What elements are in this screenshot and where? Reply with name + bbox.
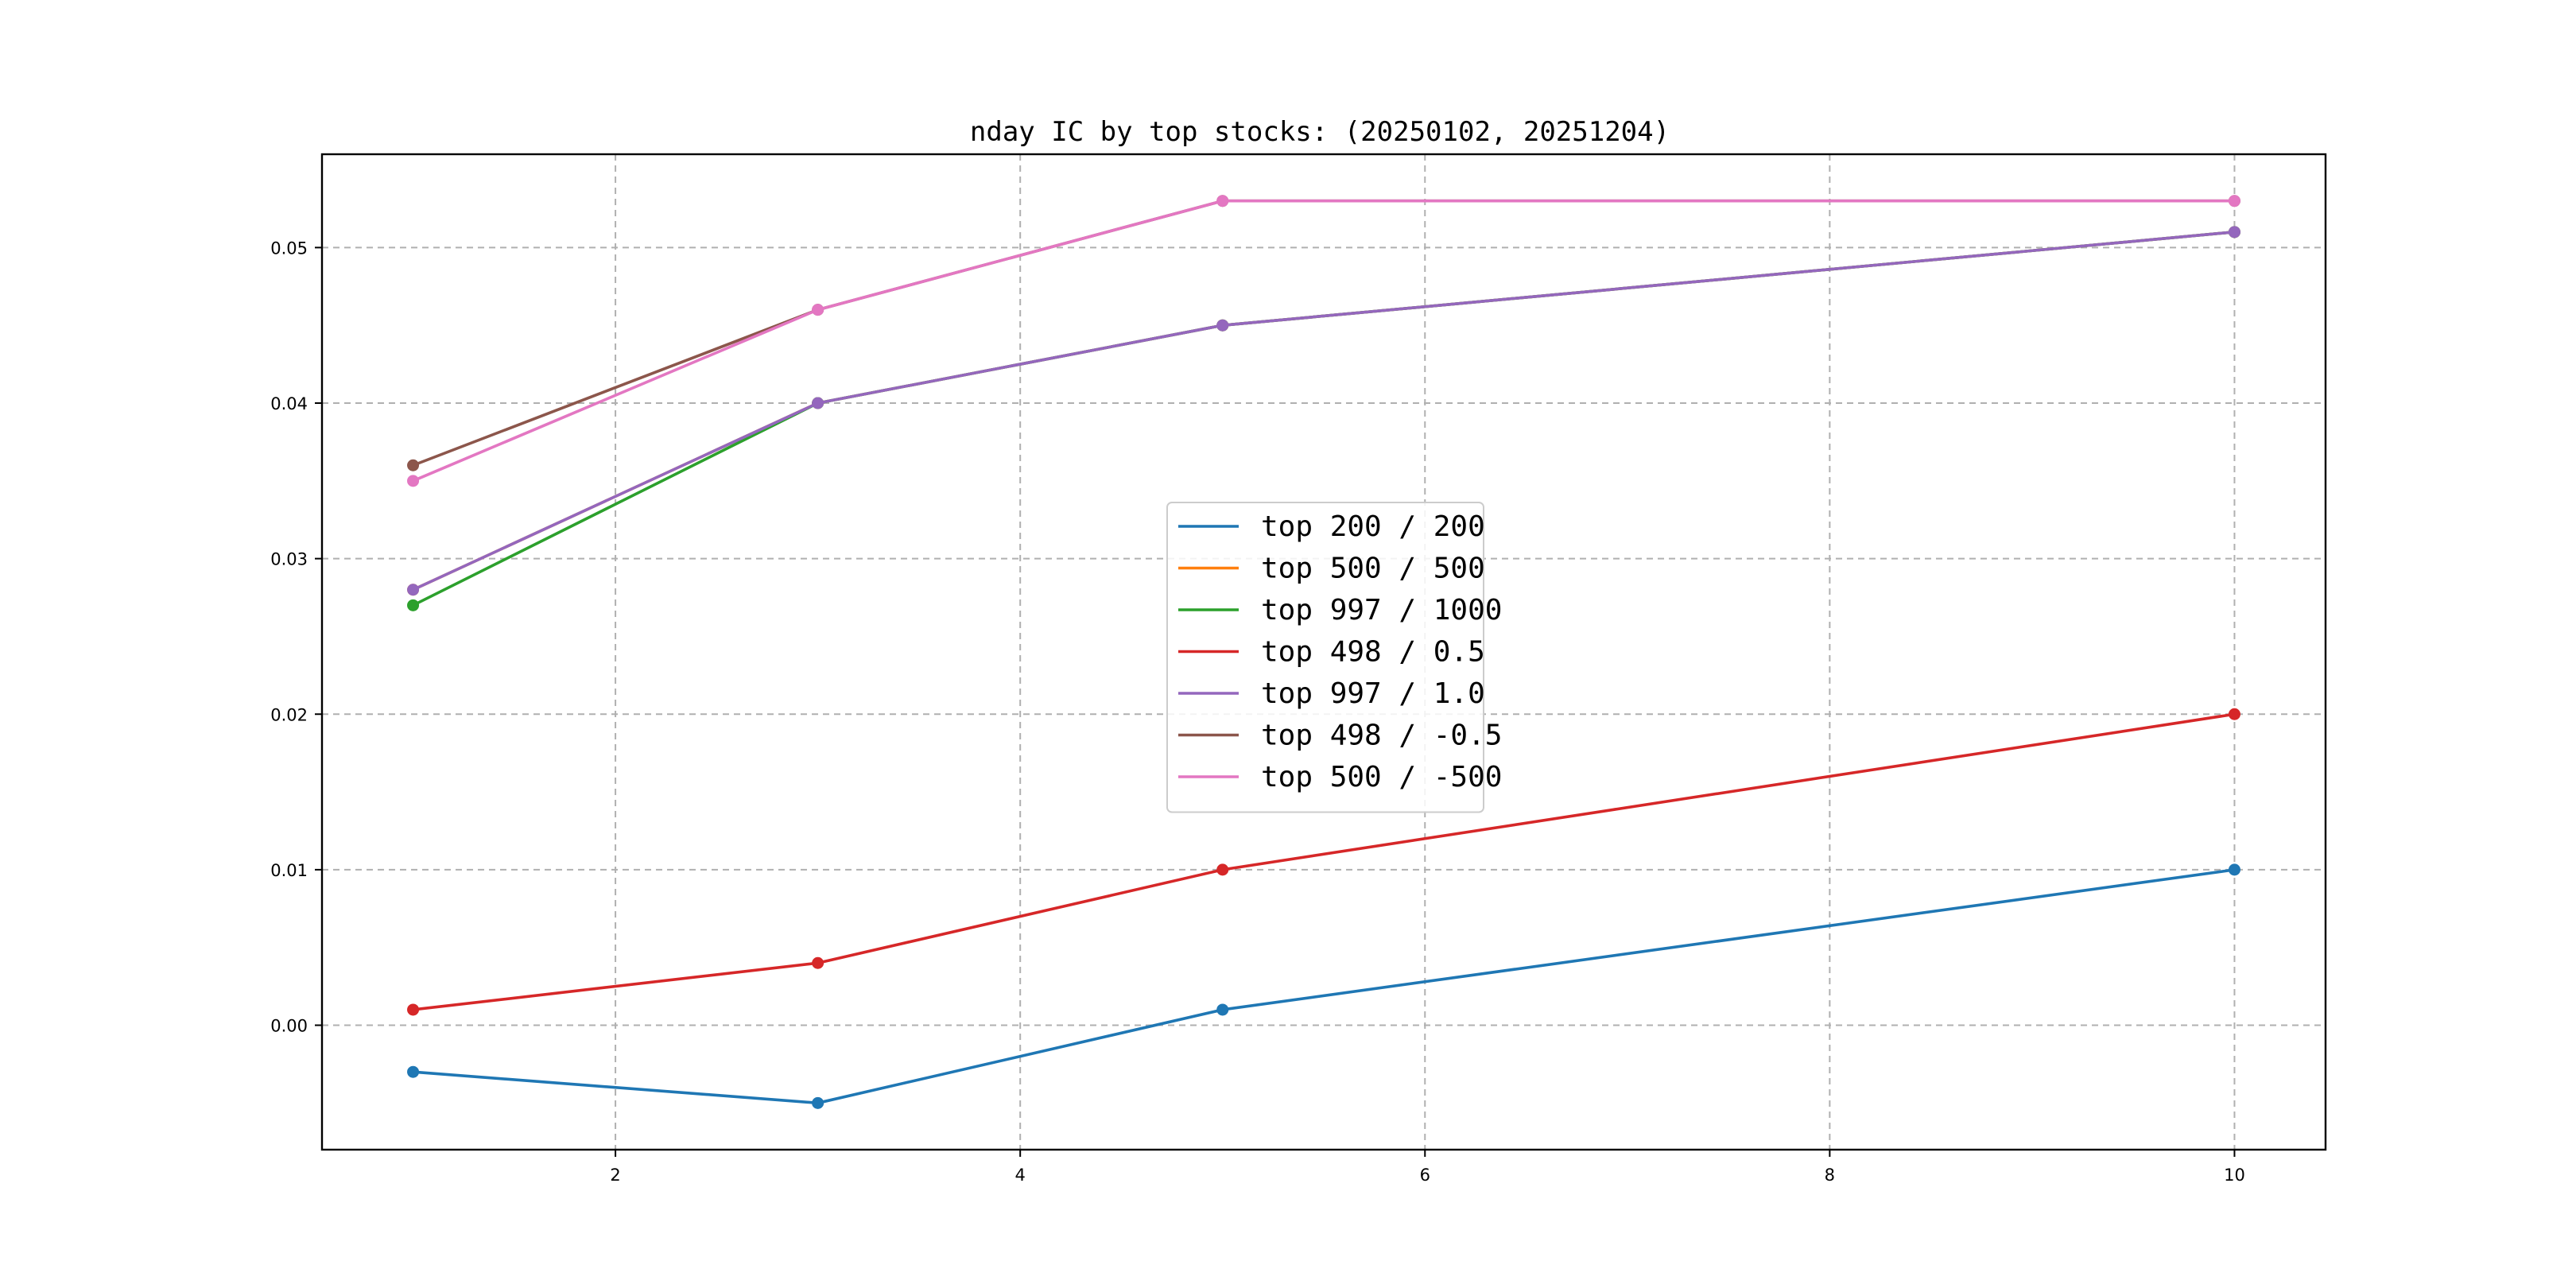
y-tick-label: 0.00 [270, 1017, 308, 1036]
data-point [407, 1065, 420, 1078]
legend-label: top 200 / 200 [1261, 510, 1485, 543]
legend-label: top 498 / -0.5 [1261, 720, 1502, 752]
legend-item: top 498 / -0.5 [1178, 720, 1502, 752]
data-point [812, 956, 824, 969]
data-point [407, 599, 420, 611]
x-tick-label: 10 [2224, 1166, 2245, 1185]
chart-title: nday IC by top stocks: (20250102, 202512… [970, 116, 1670, 148]
plot-area-frame [320, 153, 2327, 1151]
legend-label: top 997 / 1000 [1261, 594, 1502, 627]
data-point [2228, 708, 2240, 720]
data-point [1216, 319, 1229, 332]
legend-item: top 997 / 1.0 [1178, 677, 1485, 710]
series-5 [407, 226, 2240, 596]
grid [322, 154, 2326, 1150]
data-point [1216, 1003, 1229, 1016]
data-point [812, 1096, 824, 1109]
series-line [412, 231, 2235, 592]
legend-box [1166, 502, 1484, 813]
y-tick-label: 0.04 [270, 394, 308, 413]
y-tick-label: 0.02 [270, 705, 308, 724]
legend-item: top 498 / 0.5 [1178, 636, 1485, 669]
data-point [1216, 863, 1229, 876]
y-tick-label: 0.03 [270, 550, 308, 569]
x-tick-label: 6 [1420, 1166, 1430, 1185]
legend-item: top 997 / 1000 [1178, 594, 1502, 627]
data-point [2228, 226, 2240, 239]
series-lines [407, 195, 2240, 1109]
legend-label: top 997 / 1.0 [1261, 677, 1485, 710]
series-1 [407, 863, 2240, 1109]
series-4 [407, 708, 2240, 1016]
legend-label: top 498 / 0.5 [1261, 636, 1485, 669]
data-point [2228, 195, 2240, 208]
legend-label: top 500 / 500 [1261, 553, 1485, 585]
legend-item: top 500 / 500 [1178, 553, 1485, 585]
axis-ticks: 2 4 6 8 10 0.00 0.01 0.02 0.03 0.04 0.05 [270, 239, 2245, 1185]
data-point [407, 1003, 420, 1016]
data-point [1216, 195, 1229, 208]
data-point [2228, 863, 2240, 876]
y-tick-label: 0.01 [270, 861, 308, 880]
data-point [407, 584, 420, 596]
legend: top 200 / 200 top 500 / 500 top 997 / 1000… [1166, 502, 1502, 813]
series-line [412, 199, 2235, 483]
x-tick-label: 8 [1825, 1166, 1835, 1185]
x-tick-label: 4 [1014, 1166, 1025, 1185]
legend-item: top 500 / -500 [1178, 761, 1502, 793]
legend-item: top 200 / 200 [1178, 510, 1485, 543]
series-7 [407, 195, 2240, 487]
data-point [812, 304, 824, 316]
x-tick-label: 2 [610, 1166, 620, 1185]
series-line [413, 712, 2235, 1011]
y-tick-label: 0.05 [270, 239, 308, 258]
data-point [407, 475, 420, 487]
data-point [407, 459, 420, 471]
legend-label: top 500 / -500 [1261, 761, 1502, 793]
data-point [812, 397, 824, 409]
series-line [413, 868, 2235, 1105]
